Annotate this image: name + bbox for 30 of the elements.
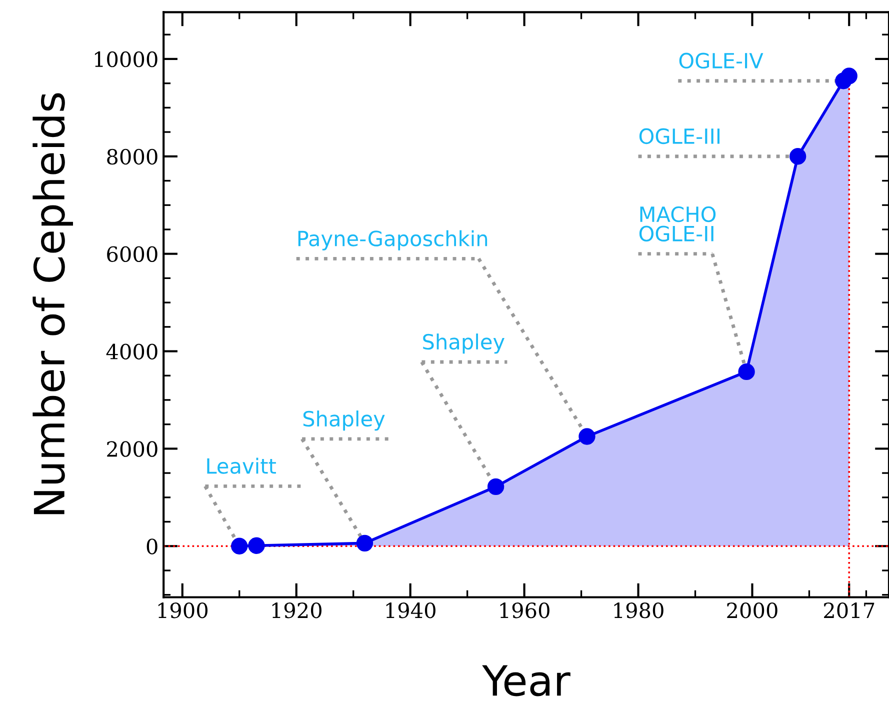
point [578,428,596,445]
x-tick-label: 1960 [500,602,550,618]
y-axis-title: Number of Cepheids [32,93,73,514]
point [487,478,504,496]
x-tick-label: 2000 [727,602,778,618]
annotation: OGLE-IV [679,52,764,69]
point [789,148,806,165]
annotation: Leavitt [207,458,276,474]
x-tick-label: 1940 [386,602,436,618]
annotation: MACHO OGLE-II [639,206,716,242]
x-tick-label: 1980 [614,602,664,618]
x-tick-label: 1900 [158,602,208,618]
annotation: Payne-Gaposchkin [298,230,488,250]
point [840,68,858,84]
point [231,538,248,554]
annotation: Shapley [303,410,385,431]
y-tick-label: 6000 [107,246,158,262]
annotation: OGLE-III [639,128,720,144]
y-tick-label: 8000 [107,148,158,165]
y-tick-label: 4000 [106,344,158,360]
point [738,363,755,380]
x-tick-label: 1920 [272,602,322,618]
x-tick-label: 2017 [824,602,874,618]
point [248,537,265,554]
y-tick-label: 10000 [94,51,158,68]
annotation: Shapley [423,334,504,354]
x-axis-title: Year [482,665,570,696]
y-tick-label: 2000 [107,441,158,457]
point [356,534,374,552]
y-tick-label: 0 [146,538,158,554]
